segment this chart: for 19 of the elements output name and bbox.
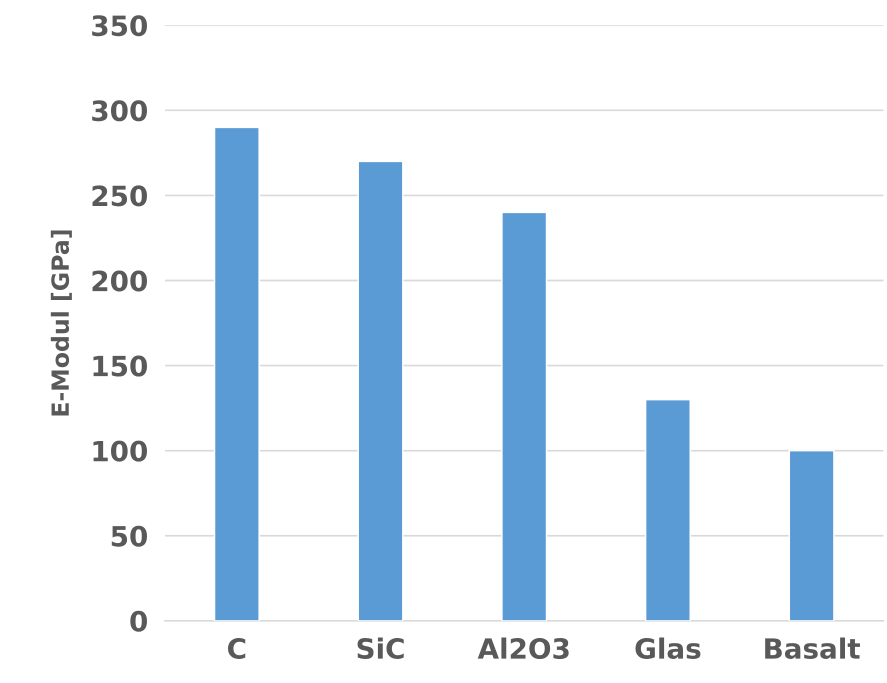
- bar: [214, 126, 260, 621]
- y-tick-label: 50: [112, 526, 147, 547]
- bar: [788, 450, 835, 621]
- y-tick-label: 150: [93, 356, 147, 377]
- bar: [644, 398, 691, 621]
- y-tick-label: 100: [93, 440, 147, 462]
- x-tick-label: Al2O3: [478, 638, 569, 660]
- y-tick-label: 250: [92, 185, 147, 206]
- bar: [501, 212, 548, 621]
- y-tick-label: 300: [92, 100, 147, 122]
- x-tick-label: SiC: [358, 638, 404, 660]
- y-axis-title: E-Modul [GPa]: [50, 230, 72, 416]
- x-tick-label: Basalt: [765, 638, 860, 660]
- x-tick-label: Glas: [635, 638, 700, 660]
- x-tick-label: C: [228, 638, 246, 660]
- bar: [358, 160, 404, 621]
- y-tick-label: 200: [92, 270, 147, 292]
- y-tick-label: 350: [92, 15, 147, 36]
- y-tick-label: 0: [130, 610, 147, 632]
